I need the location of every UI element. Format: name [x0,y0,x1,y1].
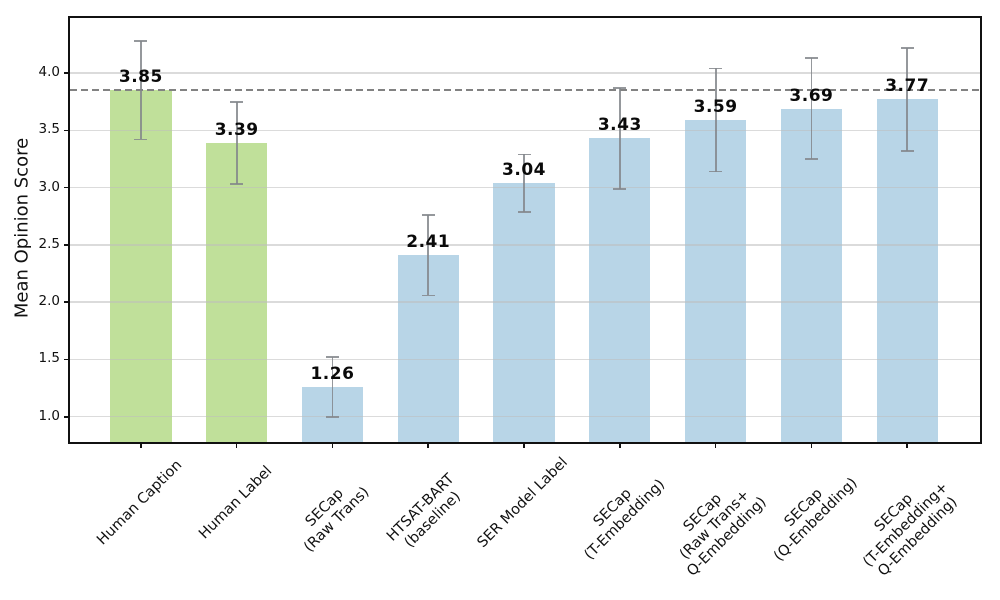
x-tick-label: SECap (Raw Trans+ Q-Embedding) [676,486,769,580]
y-tick-mark [64,358,70,361]
error-bar-cap-top [804,57,818,59]
error-bar-cap-bottom [709,170,723,173]
gridline [70,129,980,131]
error-bar-cap-bottom [900,150,914,152]
error-bar-cap-top [421,214,435,216]
error-bar-cap-top [134,40,148,42]
x-tick-mark [140,442,142,448]
error-bar-line [906,47,909,151]
error-bar-line [523,154,525,212]
bar-value-label: 3.77 [885,76,930,97]
error-bar-cap-bottom [134,138,148,141]
x-tick-mark [619,442,621,448]
error-bar-cap-top [230,100,244,103]
bar-5 [493,183,555,442]
error-bar-cap-top [900,46,914,49]
bar-value-label: 3.39 [214,119,259,140]
bar-value-label: 3.85 [118,67,163,88]
x-tick-label: SECap (Raw Trans) [301,484,373,556]
gridline [70,186,980,189]
x-tick-mark [427,442,430,448]
y-tick-mark [64,244,70,246]
error-bar-line [810,58,813,159]
error-bar-line [427,215,430,296]
y-axis-title: Mean Opinion Score [11,137,33,319]
x-tick-label: Human Label [195,463,275,543]
error-bar-cap-top [709,67,723,70]
error-bar-cap-bottom [613,187,627,190]
bar-value-label: 2.41 [406,232,451,253]
error-bar-line [618,87,621,189]
bar-9 [876,99,938,442]
error-bar-cap-bottom [421,294,435,297]
gridline [70,301,980,303]
gridline [70,358,980,361]
axis-spine-bottom [68,442,982,444]
y-tick-mark [64,415,70,418]
error-bar-line [139,40,142,140]
x-tick-label: SER Model Label [474,454,571,551]
y-tick-label: 1.0 [38,407,60,424]
bar-2 [206,142,268,442]
reference-dashed-line [70,89,980,92]
y-tick-label: 3.5 [38,121,60,138]
error-bar-cap-top [517,153,531,156]
x-tick-mark [523,442,525,448]
x-tick-mark [235,442,238,448]
axis-spine-top [68,16,982,18]
error-bar-cap-bottom [804,158,818,160]
gridline [70,244,980,246]
y-tick-label: 1.5 [38,350,60,367]
x-tick-label: HTSAT-BART (baseline) [384,470,465,551]
y-tick-mark [64,301,70,303]
axis-spine-left [68,16,70,444]
y-tick-mark [64,129,70,132]
error-bar-cap-bottom [517,210,531,213]
y-tick-label: 3.0 [38,178,60,195]
bar-8 [780,108,843,442]
gridline [70,72,980,74]
bar-value-label: 3.69 [789,85,834,106]
error-bar-line [714,68,717,172]
axis-spine-right [980,16,982,444]
error-bar-cap-bottom [325,415,339,418]
error-bar-line [331,357,334,417]
y-tick-mark [64,72,70,74]
bar-value-label: 3.04 [502,160,546,181]
y-tick-label: 2.5 [38,235,60,252]
error-bar-cap-top [325,356,339,359]
bar-7 [684,119,747,442]
bar-value-label: 3.59 [693,96,738,117]
x-tick-label: Human Caption [94,457,186,549]
y-tick-label: 2.0 [38,293,60,310]
y-tick-mark [64,186,70,189]
error-bar-line [235,101,238,185]
bar-value-label: 1.26 [310,363,355,384]
x-tick-mark [810,442,813,448]
y-tick-label: 4.0 [38,64,60,80]
x-tick-label: SECap (T-Embedding) [581,476,668,563]
gridline [70,416,980,418]
x-tick-label: SECap (T-Embedding+ Q-Embedding) [860,479,961,580]
x-tick-label: SECap (Q-Embedding) [771,474,861,565]
x-tick-mark [331,442,334,448]
bar-1 [110,90,172,442]
x-tick-mark [906,442,908,448]
x-tick-mark [714,442,717,448]
bar-value-label: 3.43 [597,115,642,136]
error-bar-cap-top [613,87,627,89]
error-bar-cap-bottom [230,183,244,186]
